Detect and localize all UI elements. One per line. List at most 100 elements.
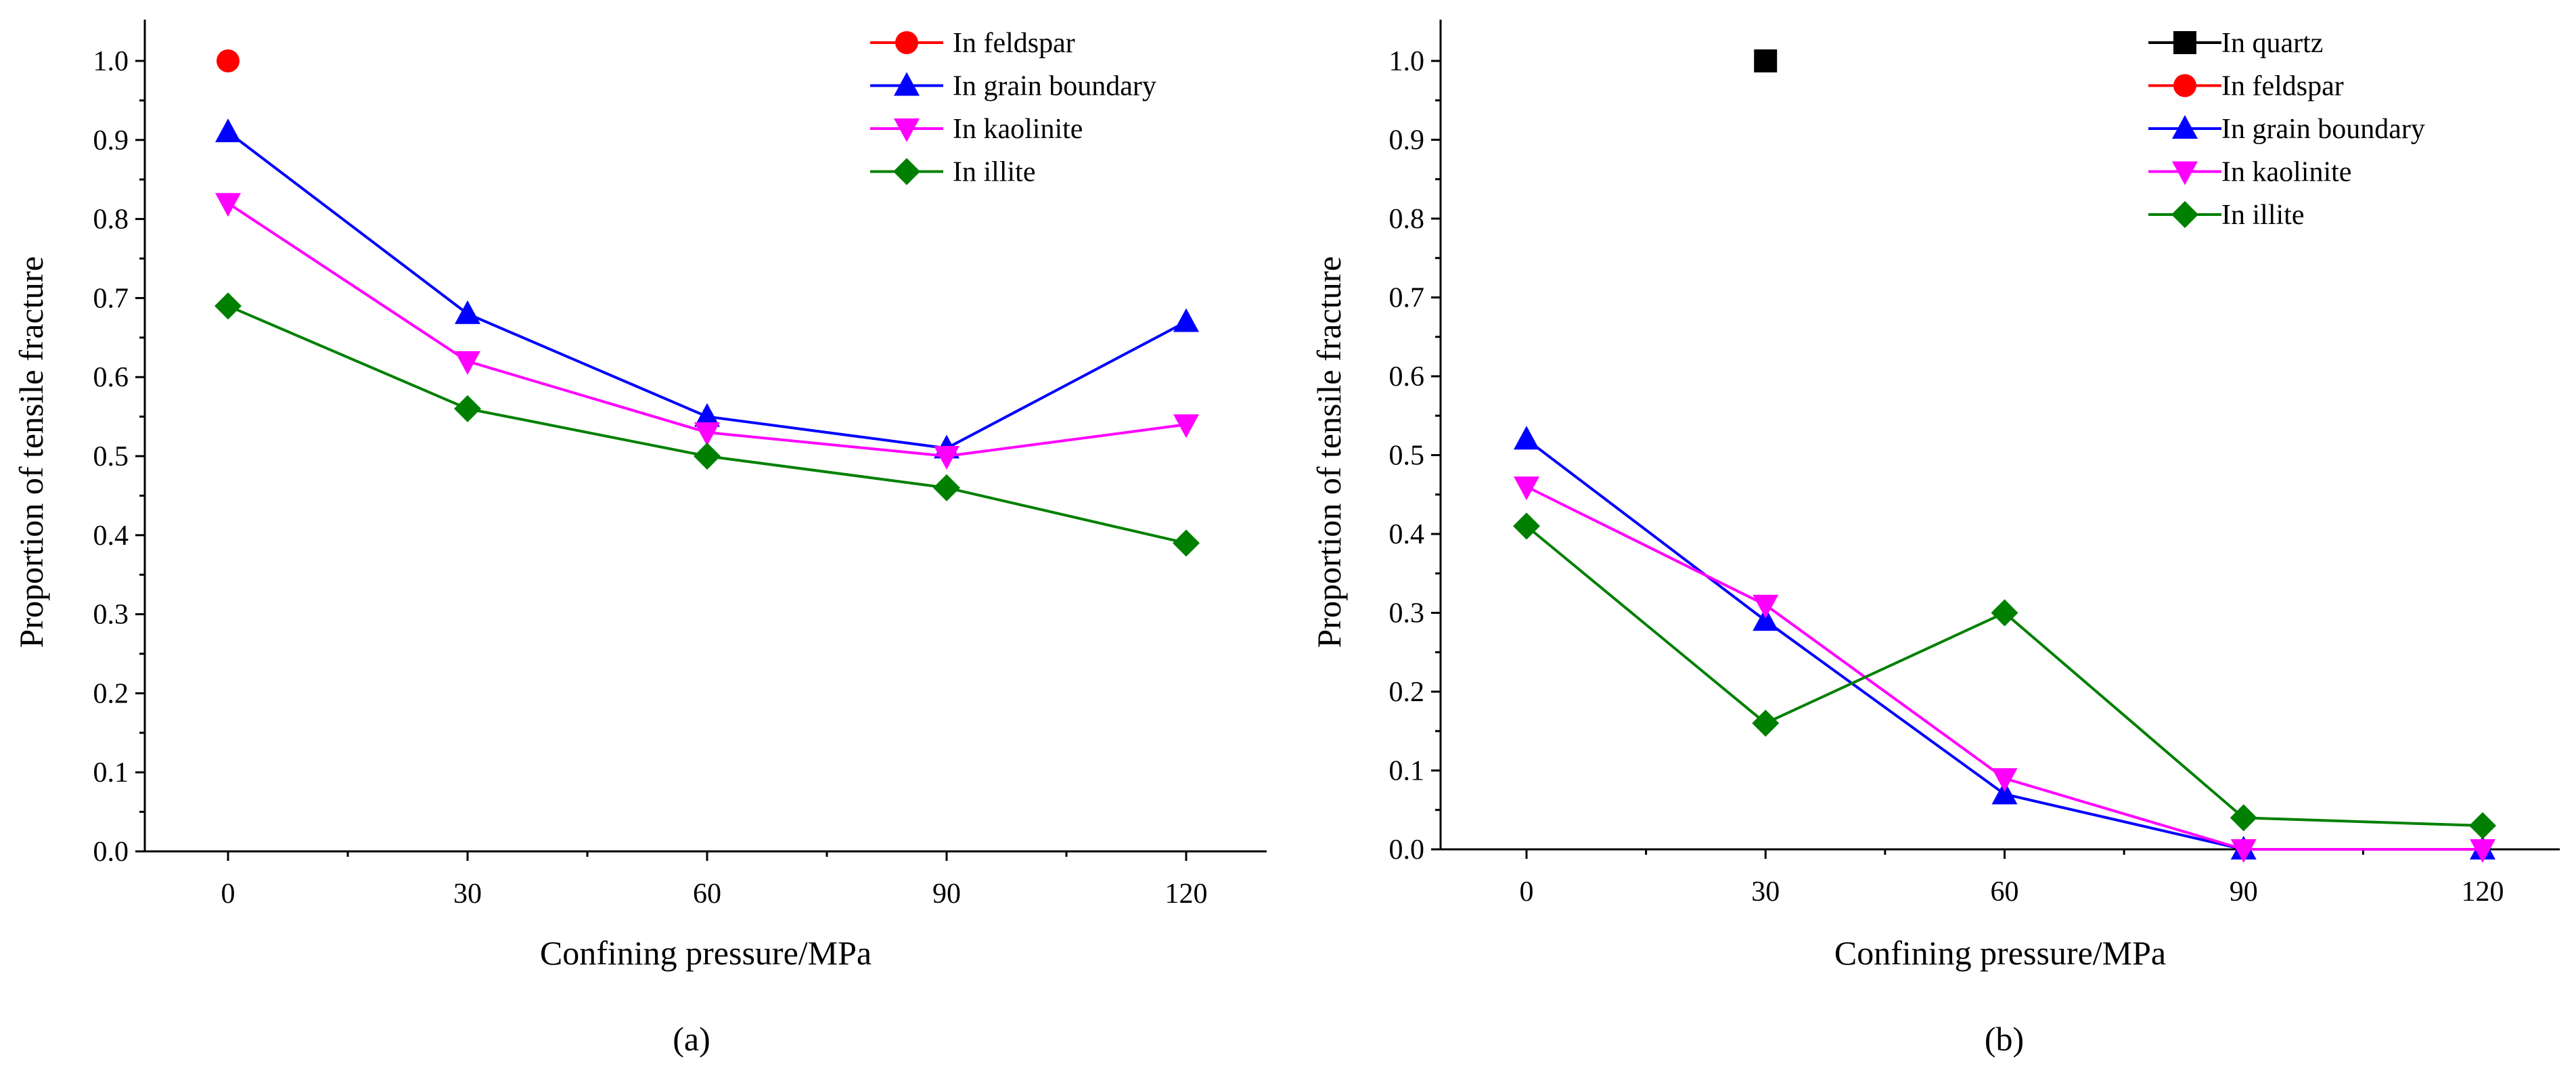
data-point	[1514, 476, 1539, 501]
legend-marker	[2171, 201, 2198, 228]
legend-marker	[893, 158, 920, 185]
data-point	[1753, 594, 1779, 619]
x-tick-label: 30	[453, 878, 482, 910]
legend-label: In illite	[953, 157, 1035, 188]
x-tick-label: 0	[221, 878, 235, 910]
data-point	[694, 403, 720, 427]
y-tick-label: 0.0	[1389, 834, 1425, 866]
series-in-illite	[214, 292, 1200, 557]
y-tick-label: 0.7	[93, 283, 129, 314]
y-tick-label: 0.1	[1389, 756, 1425, 787]
legend-item: In grain boundary	[2148, 114, 2425, 145]
legend-item: In quartz	[2148, 28, 2323, 59]
y-tick-label: 0.5	[1389, 441, 1425, 472]
series-in-kaolinite	[215, 193, 1199, 470]
data-point	[1991, 599, 2018, 627]
data-point	[2470, 839, 2495, 863]
data-point	[1513, 512, 1540, 540]
x-tick-label: 90	[932, 878, 961, 910]
chart-panel-b: 0.0 0.1 0.2 0.3 0.4 0.5 0.6 0.7 0.8 0.9 1.0 0 30 60 90…	[1310, 20, 2560, 1058]
data-point	[1991, 768, 2018, 792]
data-point	[1173, 308, 1199, 332]
legend-marker	[2172, 161, 2198, 185]
y-tick-label: 0.8	[1389, 204, 1425, 235]
x-tick-label: 60	[1991, 876, 2019, 908]
data-point	[1991, 780, 2018, 805]
legend-item: In grain boundary	[870, 71, 1156, 102]
x-tick-label: 60	[693, 878, 721, 910]
legend-item: In feldspar	[2148, 71, 2344, 102]
legend-marker	[895, 31, 918, 54]
series-in-feldspar	[217, 49, 240, 72]
x-tick-label: 0	[1520, 876, 1534, 908]
y-tick-label: 0.9	[93, 125, 129, 156]
chart-panel-a: 0.0 0.1 0.2 0.3 0.4 0.5 0.6 0.7 0.8 0.9 1.0 0 30 60 90…	[12, 20, 1267, 1058]
y-tick-label: 0.6	[1389, 361, 1425, 393]
data-point	[2469, 812, 2496, 840]
data-point	[694, 422, 720, 446]
data-point	[1752, 709, 1780, 737]
y-tick-label: 1.0	[1389, 46, 1425, 77]
data-point	[1754, 49, 1778, 72]
legend-item: In kaolinite	[870, 114, 1083, 145]
legend-label: In kaolinite	[2221, 157, 2351, 188]
legend-marker	[2172, 115, 2198, 139]
x-axis-label: Confining pressure/MPa	[1834, 934, 2166, 972]
y-tick-label: 0.3	[1389, 598, 1425, 629]
y-tick-label: 0.6	[93, 362, 129, 393]
y-axis-label: Proportion of tensile fracture	[1310, 256, 1348, 648]
series-line	[227, 131, 1187, 450]
legend-item: In illite	[2148, 200, 2304, 231]
data-point	[1514, 426, 1539, 450]
data-point	[933, 474, 960, 501]
data-point	[215, 193, 241, 217]
x-tick-label: 30	[1751, 876, 1780, 908]
data-point	[694, 443, 721, 470]
series-in-grain-boundary	[215, 118, 1199, 459]
panel-caption: (a)	[673, 1020, 710, 1058]
y-tick-label: 0.1	[93, 757, 129, 788]
legend-label: In kaolinite	[953, 114, 1083, 145]
y-tick-label: 0.3	[93, 600, 129, 631]
data-point	[1173, 414, 1199, 439]
data-point	[214, 292, 242, 320]
y-tick-label: 0.4	[93, 520, 129, 552]
data-point	[217, 49, 240, 72]
legend-marker	[894, 118, 920, 142]
series-in-kaolinite	[1514, 476, 2495, 863]
y-tick-label: 1.0	[93, 46, 129, 77]
panel-caption: (b)	[1985, 1020, 2024, 1058]
legend-label: In illite	[2221, 200, 2304, 231]
data-point	[1173, 529, 1200, 557]
legend-item: In kaolinite	[2148, 157, 2351, 188]
legend-item: In feldspar	[870, 28, 1075, 59]
x-tick-label: 90	[2230, 876, 2258, 908]
data-point	[215, 118, 241, 143]
x-tick-label: 120	[2462, 876, 2504, 908]
y-tick-label: 0.2	[93, 678, 129, 709]
legend-marker	[2173, 31, 2196, 54]
x-tick-label: 120	[1165, 878, 1208, 910]
legend-marker	[2173, 74, 2196, 97]
y-tick-label: 0.8	[93, 204, 129, 236]
y-tick-label: 0.4	[1389, 519, 1425, 550]
data-point	[454, 395, 481, 422]
data-point	[934, 446, 959, 470]
data-point	[2230, 839, 2257, 863]
legend-label: In grain boundary	[2221, 114, 2425, 145]
legend-label: In grain boundary	[953, 71, 1156, 102]
y-axis-label: Proportion of tensile fracture	[12, 256, 50, 648]
series-in-quartz	[1754, 49, 1778, 72]
data-point	[455, 351, 480, 375]
x-axis-label: Confining pressure/MPa	[540, 934, 872, 972]
y-tick-label: 0.0	[93, 836, 129, 868]
legend-label: In quartz	[2221, 28, 2323, 59]
data-point	[1753, 607, 1779, 631]
y-tick-label: 0.9	[1389, 125, 1425, 156]
data-point	[2230, 804, 2257, 832]
legend-item: In illite	[870, 157, 1035, 188]
y-tick-label: 0.2	[1389, 677, 1425, 708]
legend-label: In feldspar	[2221, 71, 2344, 102]
series-in-grain-boundary	[1514, 426, 2495, 859]
